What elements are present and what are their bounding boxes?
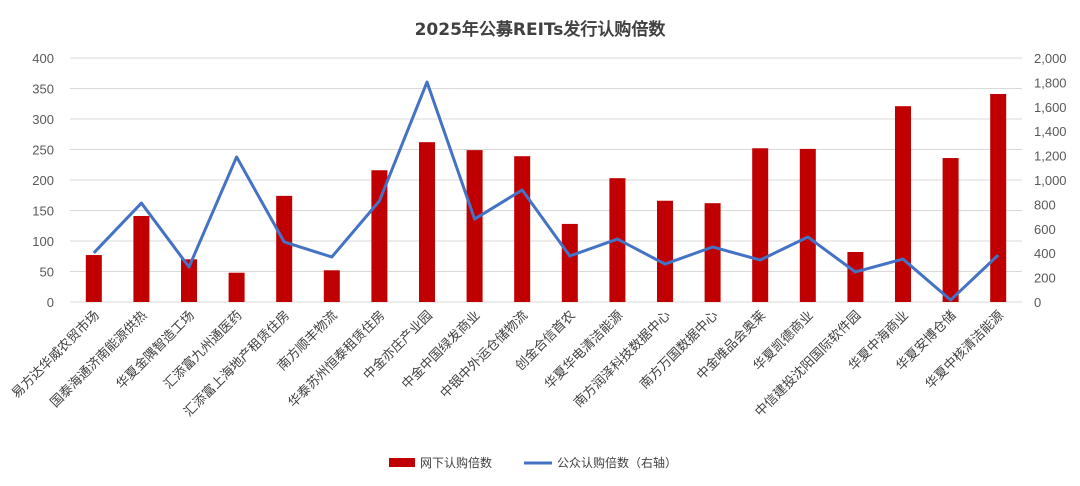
category-label: 华夏金隅智造工场 [113,308,198,393]
left-tick-label: 100 [32,234,54,249]
bar [657,200,673,302]
bar [181,259,197,302]
right-tick-label: 2,000 [1034,51,1067,66]
category-label: 南方万国数据中心 [637,308,722,393]
left-tick-label: 350 [32,82,54,97]
category-label: 国泰海通济南能源供热 [47,308,150,411]
right-tick-label: 1,400 [1034,124,1067,139]
category-label: 中银中外运仓储物流 [438,308,531,401]
category-label: 汇添富九州通医药 [161,308,246,393]
right-tick-label: 200 [1034,271,1056,286]
right-tick-label: 0 [1034,295,1041,310]
legend-label-bar: 网下认购倍数 [420,455,492,470]
category-label: 华泰苏州恒泰租赁住房 [285,308,388,411]
line-series-public [92,80,1000,302]
left-tick-label: 200 [32,173,54,188]
left-tick-label: 0 [47,295,54,310]
right-tick-label: 600 [1034,222,1056,237]
bar [466,150,483,302]
bar [752,148,769,302]
bar [133,215,150,302]
legend-label-line: 公众认购倍数（右轴） [557,455,677,470]
bar [561,223,578,302]
bar [323,270,340,302]
right-tick-label: 1,600 [1034,100,1067,115]
category-label: 中金中国绿发商业 [399,308,484,393]
bar [371,170,388,302]
right-tick-label: 1,000 [1034,173,1067,188]
right-tick-label: 400 [1034,246,1056,261]
bar [799,148,816,302]
left-tick-label: 250 [32,143,54,158]
right-tick-label: 800 [1034,197,1056,212]
category-label: 易方达华威农贸市场 [9,308,103,402]
chart-title: 2025年公募REITs发行认购倍数 [415,19,667,40]
right-tick-label: 1,200 [1034,149,1067,164]
bar [276,195,293,302]
legend: 网下认购倍数 公众认购倍数（右轴） [389,455,677,470]
left-tick-label: 50 [40,265,54,280]
bar [514,156,531,302]
category-label: 南方润泽科技数据中心 [571,308,674,411]
bar [228,272,245,302]
bar [990,93,1007,303]
bar [704,203,721,302]
left-tick-label: 150 [32,204,54,219]
bar [895,106,911,302]
bar [419,142,435,302]
legend-swatch-bar [389,458,415,467]
bar [85,255,102,302]
bar [847,251,864,302]
left-tick-label: 400 [32,51,54,66]
left-tick-label: 300 [32,112,54,127]
right-tick-label: 1,800 [1034,75,1067,90]
bar [942,158,959,302]
